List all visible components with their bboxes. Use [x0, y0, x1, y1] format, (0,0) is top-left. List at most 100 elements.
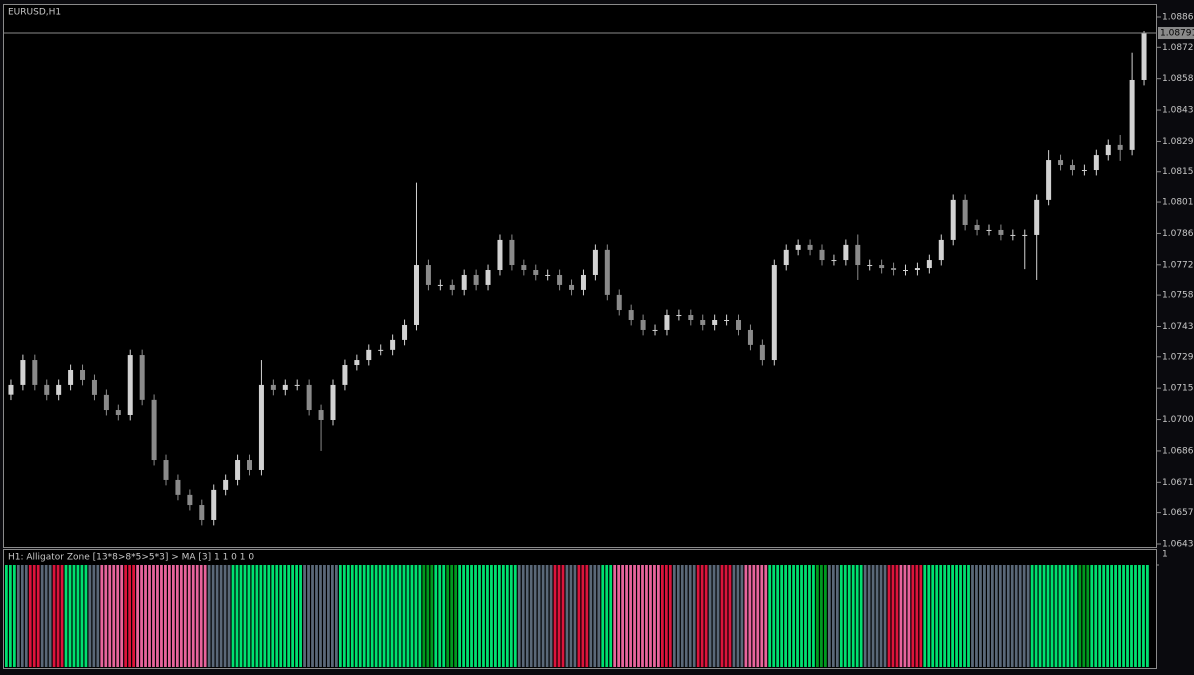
- zone-bar: [386, 565, 398, 667]
- candle-body: [807, 244, 813, 250]
- candle-body: [843, 244, 849, 261]
- candle-body: [330, 384, 336, 420]
- zone-bar-stripe: [688, 565, 692, 667]
- zone-bar-stripe: [975, 565, 978, 667]
- zone-bar-stripe: [561, 565, 565, 667]
- candle-body: [497, 239, 503, 271]
- zone-bar-stripe: [466, 565, 469, 667]
- zone-bar-stripe: [422, 565, 426, 667]
- zone-bar-stripe: [768, 565, 772, 667]
- zone-bar-stripe: [1030, 565, 1034, 667]
- zone-bar-stripe: [1038, 565, 1042, 667]
- zone-bar-stripe: [231, 565, 235, 667]
- candle-body: [378, 349, 384, 351]
- candle-body: [902, 270, 908, 272]
- zone-bar-stripe: [959, 565, 962, 667]
- zone-bar-stripe: [319, 565, 322, 667]
- zone-bar-stripe: [919, 565, 923, 667]
- zone-bar-stripe: [700, 565, 704, 667]
- zone-bar-stripe: [1146, 565, 1149, 667]
- zone-bar-stripe: [569, 565, 573, 667]
- zone-bar-stripe: [903, 565, 907, 667]
- zone-bar-stripe: [1042, 565, 1046, 667]
- zone-bar-stripe: [808, 565, 811, 667]
- zone-bar-stripe: [494, 565, 497, 667]
- zone-bar: [183, 565, 195, 667]
- zone-bar-stripe: [680, 565, 684, 667]
- zone-bar-stripe: [303, 565, 306, 667]
- zone-bar-stripe: [597, 565, 601, 667]
- zone-bar-stripe: [430, 565, 434, 667]
- zone-bar-stripe: [605, 565, 609, 667]
- candle-body: [652, 329, 658, 331]
- chart-title: EURUSD,H1: [8, 8, 61, 18]
- candle-body: [795, 244, 801, 250]
- zone-bar-stripe: [263, 565, 267, 667]
- candle-body: [68, 369, 74, 385]
- candle-body: [282, 384, 288, 390]
- zone-bar-stripe: [1026, 565, 1030, 667]
- zone-bar: [1054, 565, 1066, 667]
- zone-bar-stripe: [152, 565, 155, 667]
- zone-bar-stripe: [227, 565, 231, 667]
- y-tick-label: 1.06430: [1162, 540, 1194, 550]
- zone-bar: [16, 565, 28, 667]
- candle-body: [1058, 160, 1064, 166]
- zone-bar: [195, 565, 207, 667]
- zone-bar-stripe: [370, 565, 374, 667]
- zone-bar-stripe: [96, 565, 100, 667]
- zone-bar-stripe: [56, 565, 60, 667]
- zone-bar-stripe: [1090, 565, 1094, 667]
- candle-body: [926, 260, 932, 269]
- candle-body: [1105, 144, 1111, 156]
- zone-bar-stripe: [44, 565, 48, 667]
- candle-body: [604, 249, 610, 295]
- zone-bar: [517, 565, 529, 667]
- zone-bar: [911, 565, 923, 667]
- candle-body: [187, 494, 193, 506]
- zone-bar-stripe: [374, 565, 378, 667]
- zone-bar-stripe: [525, 565, 529, 667]
- zone-bar-stripe: [660, 565, 664, 667]
- zone-bar-stripe: [720, 565, 724, 667]
- zone-bar-stripe: [577, 565, 581, 667]
- zone-bar-stripe: [744, 565, 748, 667]
- zone-bar: [744, 565, 756, 667]
- zone-bar-stripe: [5, 565, 8, 667]
- zone-bar-stripe: [760, 565, 764, 667]
- zone-bar-stripe: [331, 565, 334, 667]
- zone-bar-stripe: [951, 565, 954, 667]
- y-tick-label: 1: [1162, 550, 1168, 560]
- candle-body: [509, 239, 515, 266]
- zone-bar: [279, 565, 291, 667]
- zone-bar: [1030, 565, 1042, 667]
- zone-bar-stripe: [104, 565, 108, 667]
- zone-bar-stripe: [907, 565, 911, 667]
- zone-bar-stripe: [28, 565, 32, 667]
- zone-bar: [684, 565, 696, 667]
- candle-body: [139, 355, 145, 400]
- zone-bar-stripe: [203, 565, 207, 667]
- zone-bar-stripe: [1066, 565, 1070, 667]
- zone-bar-stripe: [311, 565, 314, 667]
- zone-bar-stripe: [450, 565, 454, 667]
- zone-bar-stripe: [1006, 565, 1010, 667]
- candle-body: [771, 265, 777, 361]
- candle-body: [115, 410, 121, 416]
- zone-bar-stripe: [1102, 565, 1106, 667]
- zone-bar: [923, 565, 935, 667]
- zone-bar-stripe: [191, 565, 195, 667]
- zone-bar: [553, 565, 565, 667]
- y-tick-label: 1.08580: [1162, 74, 1194, 84]
- zone-bar-stripe: [378, 565, 382, 667]
- zone-bar-stripe: [1118, 565, 1121, 667]
- zone-bar-stripe: [879, 565, 883, 667]
- zone-bar-stripe: [752, 565, 756, 667]
- indicator-title: H1: Alligator Zone [13*8>8*5>5*3] > MA […: [8, 553, 254, 563]
- zone-bar: [875, 565, 887, 667]
- zone-bar-stripe: [601, 565, 605, 667]
- zone-bar-stripe: [1018, 565, 1022, 667]
- zone-bar-stripe: [486, 565, 489, 667]
- y-tick-label: 1.08010: [1162, 198, 1194, 208]
- zone-bar-stripe: [581, 565, 585, 667]
